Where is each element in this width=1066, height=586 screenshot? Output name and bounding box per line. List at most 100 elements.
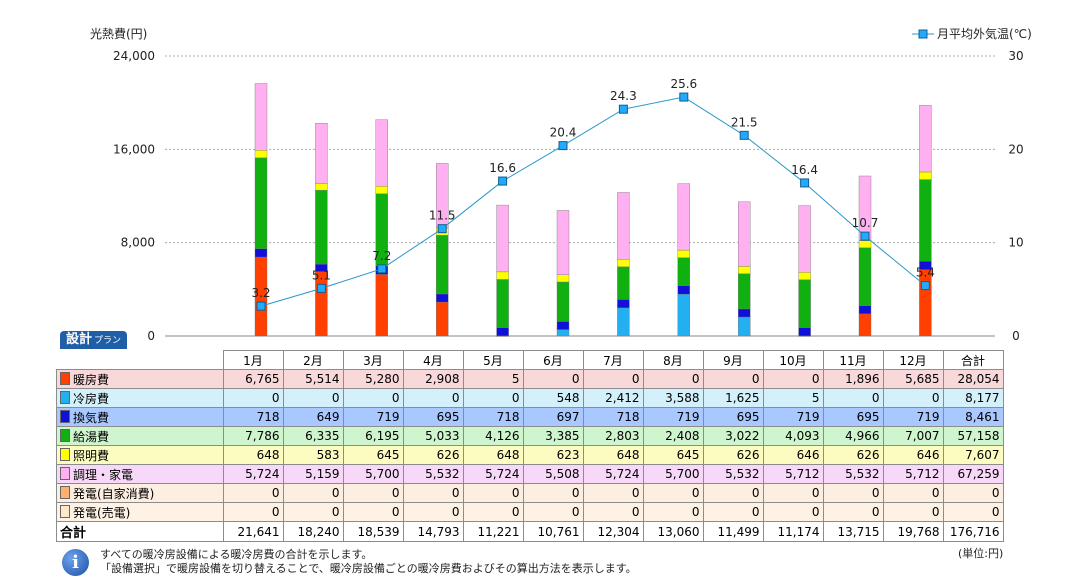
y-right-ticks: 30 20 10 0 [1008, 49, 1023, 343]
y-left-tick: 0 [147, 329, 155, 343]
row-swatch [60, 504, 70, 518]
table-cell: 0 [462, 388, 524, 408]
row-swatch [60, 390, 70, 404]
bar-segment [738, 266, 751, 274]
bar-segment [496, 327, 509, 337]
table-cell: 0 [822, 502, 884, 522]
bar-segment [858, 240, 872, 249]
table-cell: 0 [702, 369, 764, 389]
table-cell: 5,712 [762, 464, 824, 484]
bar-segment [496, 271, 509, 280]
table-cell: 626 [702, 445, 764, 465]
temperature-label: 25.6 [670, 77, 697, 91]
gridlines [165, 55, 995, 337]
bar-segment [315, 189, 328, 265]
bar-segment [798, 205, 811, 273]
table-cell: 718 [222, 407, 284, 427]
table-cell: 28,054 [942, 369, 1004, 389]
total-cell: 12,304 [582, 521, 644, 542]
column-header: 6月 [522, 350, 584, 370]
table-cell: 2,803 [582, 426, 644, 446]
note-line-1: すべての暖冷房設備による暖冷房費の合計を示します。 [100, 548, 373, 561]
temperature-label: 16.4 [791, 163, 818, 177]
table-cell: 8,461 [942, 407, 1004, 427]
table-cell: 645 [342, 445, 404, 465]
column-header: 5月 [462, 350, 524, 370]
table-cell: 5,700 [642, 464, 704, 484]
table-cell: 719 [642, 407, 704, 427]
row-label-text: 冷房費 [73, 391, 110, 406]
column-header: 2月 [282, 350, 344, 370]
bar-segment [858, 175, 872, 241]
bar-segment [919, 171, 932, 180]
table-cell: 5,159 [282, 464, 344, 484]
bar-segment [738, 308, 751, 318]
y-right-tick: 10 [1008, 236, 1023, 250]
table-cell: 0 [642, 502, 704, 522]
bar-segment [254, 157, 268, 249]
table-cell: 1,896 [822, 369, 884, 389]
total-cell: 11,174 [762, 521, 824, 542]
table-row: 発電(売電) 0 0 0 0 0 0 0 0 0 0 0 0 0 [56, 502, 1004, 522]
total-cell: 13,060 [642, 521, 704, 542]
table-cell: 0 [222, 483, 284, 503]
table-cell: 0 [822, 483, 884, 503]
row-label-text: 発電(自家消費) [73, 486, 155, 501]
bar-segment [375, 274, 388, 337]
temperature-point [739, 130, 749, 140]
temperature-point [860, 231, 870, 241]
total-cell: 11,499 [702, 521, 764, 542]
row-label: 暖房費 [56, 369, 224, 389]
bar-segment [617, 307, 630, 337]
total-cell: 19,768 [882, 521, 944, 542]
table-cell: 3,385 [522, 426, 584, 446]
table-cell: 0 [822, 388, 884, 408]
table-cell: 67,259 [942, 464, 1004, 484]
table-cell: 0 [282, 388, 344, 408]
table-cell: 0 [582, 483, 644, 503]
bar-segment [254, 150, 268, 159]
table-cell: 0 [462, 483, 524, 503]
row-swatch [60, 409, 70, 423]
table-cell: 6,195 [342, 426, 404, 446]
bar-segment [677, 293, 690, 337]
y-left-tick: 16,000 [113, 142, 155, 156]
table-cell: 0 [762, 369, 824, 389]
total-cell: 10,761 [522, 521, 584, 542]
table-cell: 0 [942, 502, 1004, 522]
bar-segment [617, 299, 630, 309]
row-label-text: 暖房費 [73, 372, 110, 387]
bar-segment [254, 248, 268, 258]
table-cell: 5,532 [402, 464, 464, 484]
bar-segment [556, 281, 570, 322]
table-cell: 5,532 [702, 464, 764, 484]
bar-segment [798, 279, 811, 328]
table-cell: 0 [762, 502, 824, 522]
table-cell: 646 [762, 445, 824, 465]
table-cell: 0 [522, 369, 584, 389]
temperature-point [558, 141, 568, 151]
row-label: 給湯費 [56, 426, 224, 446]
table-cell: 0 [582, 502, 644, 522]
table-cell: 0 [402, 483, 464, 503]
row-label-text: 照明費 [73, 448, 110, 463]
table-cell: 6,765 [222, 369, 284, 389]
row-label-text: 換気費 [73, 410, 110, 425]
table-row: 冷房費 0 0 0 0 0 548 2,412 3,588 1,625 5 0 0 8,177 [56, 388, 1004, 408]
bar-segment [677, 285, 690, 295]
row-label: 発電(自家消費) [56, 483, 224, 503]
column-header: 10月 [762, 350, 824, 370]
column-header: 1月 [222, 350, 284, 370]
row-label: 照明費 [56, 445, 224, 465]
table-corner [56, 350, 224, 370]
table-row: 発電(自家消費) 0 0 0 0 0 0 0 0 0 0 0 0 0 [56, 483, 1004, 503]
table-cell: 5,724 [582, 464, 644, 484]
table-cell: 2,908 [402, 369, 464, 389]
table-cell: 7,007 [882, 426, 944, 446]
y-right-tick: 30 [1008, 49, 1023, 63]
table-cell: 4,093 [762, 426, 824, 446]
table-cell: 0 [702, 483, 764, 503]
row-swatch [60, 428, 70, 442]
bar-segment [738, 316, 751, 337]
table-cell: 0 [522, 502, 584, 522]
